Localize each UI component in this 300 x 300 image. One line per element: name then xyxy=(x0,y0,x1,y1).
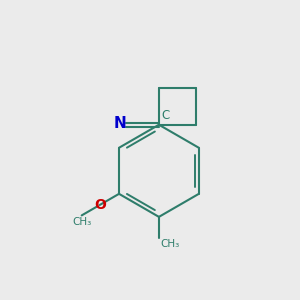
Text: N: N xyxy=(113,116,126,131)
Text: CH₃: CH₃ xyxy=(160,239,180,249)
Text: CH₃: CH₃ xyxy=(72,217,91,227)
Text: C: C xyxy=(161,110,169,122)
Text: O: O xyxy=(94,198,106,212)
